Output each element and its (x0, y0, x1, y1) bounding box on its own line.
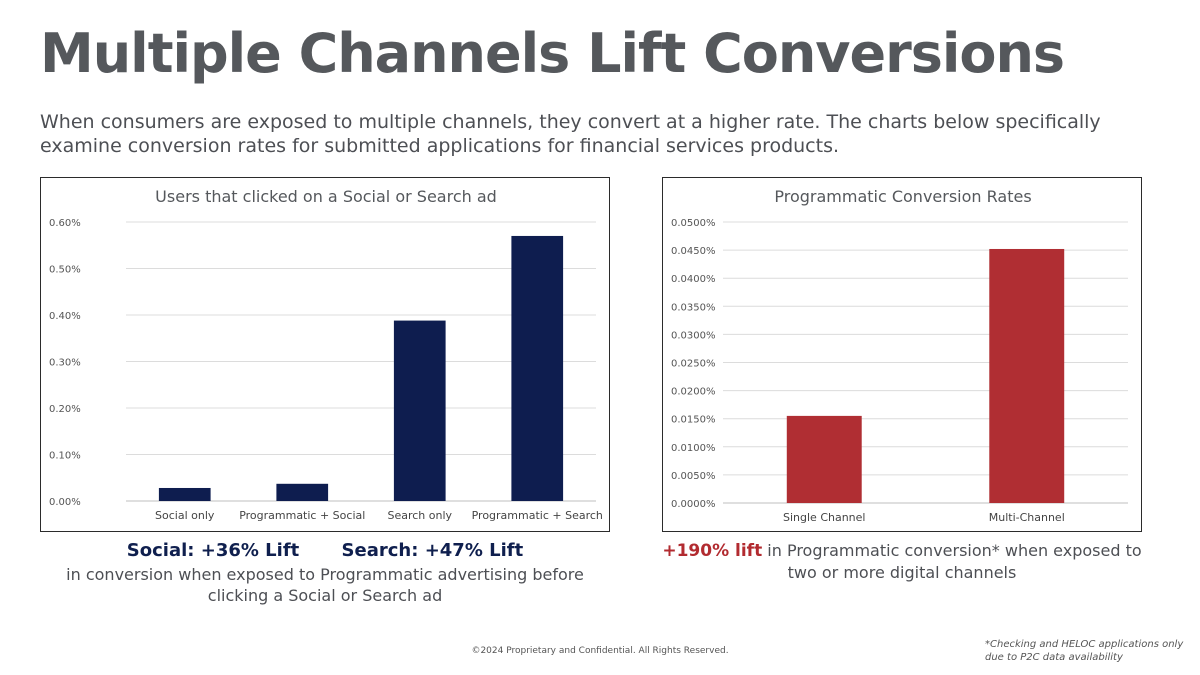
left-caption-text: in conversion when exposed to Programmat… (66, 565, 584, 605)
y-tick-label: 0.10% (49, 451, 81, 462)
page-subtitle: When consumers are exposed to multiple c… (40, 111, 1101, 157)
x-tick-label: Single Channel (783, 511, 865, 524)
chart-title-0: Users that clicked on a Social or Search… (155, 187, 497, 206)
right-caption: +190% lift in Programmatic conversion* w… (662, 540, 1142, 583)
y-tick-label: 0.0250% (671, 359, 716, 370)
x-tick-label: Programmatic + Search (472, 509, 603, 522)
y-tick-label: 0.20% (49, 404, 81, 415)
chart-title-1: Programmatic Conversion Rates (774, 187, 1031, 206)
x-tick-label: Search only (387, 509, 452, 522)
chart-programmatic-conversion: Programmatic Conversion Rates 0.0000% 0.00… (671, 187, 1128, 524)
bar-multi-channel (989, 248, 1065, 503)
bar-single-channel (786, 415, 862, 503)
y-tick-label: 0.0000% (671, 499, 716, 510)
y-tick-label: 0.60% (49, 218, 81, 229)
y-tick-label: 0.0200% (671, 387, 716, 398)
y-tick-label: 0.0050% (671, 471, 716, 482)
x-tick-label: Programmatic + Social (239, 509, 365, 522)
search-lift: Search: +47% Lift (341, 540, 524, 561)
left-caption: Social: +36% Lift Search: +47% Lift in c… (40, 538, 610, 606)
y-tick-label: 0.40% (49, 311, 81, 322)
right-caption-text: in Programmatic conversion* when exposed… (762, 541, 1142, 582)
y-tick-label: 0.00% (49, 497, 81, 508)
programmatic-lift: +190% lift (662, 541, 763, 561)
page-title: Multiple Channels Lift Conversions (40, 22, 1065, 85)
lift-row: Social: +36% Lift Search: +47% Lift (40, 538, 610, 564)
bar-search-only (393, 320, 446, 501)
y-tick-label: 0.0100% (671, 443, 716, 454)
chart-panel-left: Users that clicked on a Social or Search… (40, 177, 610, 532)
bar-social-only (158, 487, 211, 501)
y-tick-label: 0.0300% (671, 330, 716, 341)
y-tick-label: 0.50% (49, 265, 81, 276)
social-lift: Social: +36% Lift (126, 540, 300, 561)
y-tick-label: 0.30% (49, 358, 81, 369)
y-tick-label: 0.0150% (671, 415, 716, 426)
chart-users-clicked: Users that clicked on a Social or Search… (49, 187, 603, 522)
y-tick-label: 0.0350% (671, 302, 716, 313)
x-tick-label: Multi-Channel (989, 511, 1065, 524)
chart-panel-right: Programmatic Conversion Rates 0.0000% 0.00… (662, 177, 1142, 532)
y-tick-label: 0.0500% (671, 218, 716, 229)
copyright: ©2024 Proprietary and Confidential. All … (471, 646, 729, 656)
x-tick-label: Social only (155, 509, 215, 522)
bar-programmatic-search (511, 235, 564, 501)
y-tick-label: 0.0450% (671, 246, 716, 257)
y-tick-label: 0.0400% (671, 274, 716, 285)
bar-programmatic-social (276, 483, 329, 501)
footnote: *Checking and HELOC applications only du… (985, 639, 1184, 663)
